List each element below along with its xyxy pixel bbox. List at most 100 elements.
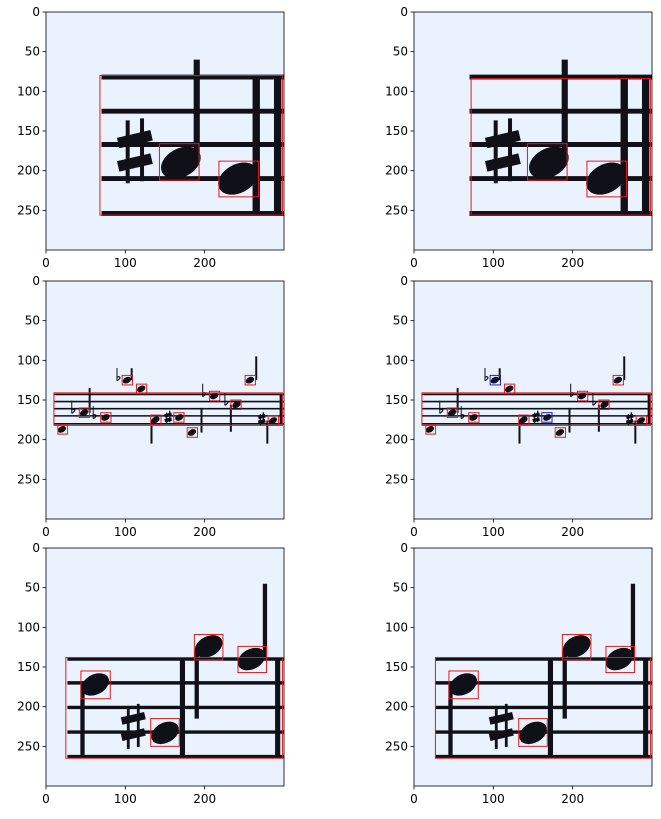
notehead — [137, 385, 146, 393]
detection-box — [208, 390, 221, 402]
y-tick-label: 200 — [17, 700, 40, 714]
flat-sign — [592, 392, 597, 406]
flat-sign — [92, 406, 97, 420]
sharp-sign — [116, 118, 153, 184]
notehead — [161, 146, 201, 179]
y-tick-label: 150 — [385, 393, 408, 407]
image-content — [434, 583, 652, 759]
detection-box — [425, 424, 436, 435]
detection-box — [503, 383, 516, 395]
y-tick-label: 100 — [385, 620, 408, 634]
detection-box — [80, 670, 111, 700]
detection-box — [244, 374, 256, 386]
y-tick-label: 0 — [32, 274, 40, 288]
y-tick-label: 50 — [393, 581, 408, 595]
x-tick-label: 200 — [561, 256, 584, 270]
detection-box — [193, 633, 224, 661]
detection-box — [446, 407, 459, 418]
image-content — [99, 59, 284, 216]
y-tick-label: 150 — [385, 660, 408, 674]
detection-box — [526, 143, 568, 181]
notehead — [555, 429, 565, 436]
y-tick-label: 50 — [25, 45, 40, 59]
flat-sign — [439, 400, 444, 414]
image-background — [414, 281, 652, 519]
y-tick-label: 0 — [400, 5, 408, 19]
notehead — [210, 392, 219, 400]
sharp-sign — [484, 118, 521, 184]
y-tick-label: 250 — [385, 203, 408, 217]
notehead — [122, 376, 132, 384]
x-tick-label: 200 — [193, 792, 216, 806]
notehead — [79, 409, 89, 417]
x-tick-label: 0 — [410, 525, 418, 539]
detection-box — [218, 160, 260, 198]
notehead — [232, 401, 241, 409]
image-content — [65, 583, 284, 759]
detection-box — [173, 412, 185, 423]
image-content — [469, 59, 652, 216]
panel-row2-left: 0 50 100 150 200 250 0 100 200 — [17, 274, 285, 539]
x-tick-label: 100 — [114, 256, 137, 270]
detection-box — [468, 412, 480, 423]
detection-box — [554, 427, 567, 438]
notehead — [237, 647, 266, 671]
detection-box — [586, 160, 628, 198]
sharp-sign — [532, 410, 541, 425]
notehead — [175, 414, 184, 421]
notehead — [529, 146, 569, 179]
notehead — [636, 417, 646, 424]
notehead — [519, 416, 528, 424]
detection-box — [100, 412, 112, 423]
y-tick-label: 100 — [17, 353, 40, 367]
y-tick-label: 100 — [385, 84, 408, 98]
y-tick-label: 250 — [17, 472, 40, 486]
notehead — [81, 673, 110, 696]
flat-sign — [484, 367, 489, 382]
detection-box — [53, 392, 283, 426]
notehead — [245, 376, 255, 384]
y-tick-label: 0 — [400, 274, 408, 288]
y-tick-label: 250 — [385, 472, 408, 486]
detection-box — [99, 74, 283, 216]
detection-box — [612, 374, 624, 386]
panel-row3-right: 0 50 100 150 200 250 0 100 200 — [385, 541, 653, 806]
x-tick-label: 200 — [193, 256, 216, 270]
notehead — [578, 392, 587, 400]
panel-row1-right: 0 50 100 150 200 250 0 100 200 — [385, 5, 653, 270]
notehead — [194, 635, 223, 658]
detection-box — [78, 407, 91, 418]
x-tick-label: 100 — [482, 525, 505, 539]
x-tick-label: 100 — [482, 792, 505, 806]
notehead — [469, 414, 478, 421]
y-tick-label: 150 — [17, 393, 40, 407]
detection-box — [158, 143, 200, 181]
y-tick-label: 250 — [17, 203, 40, 217]
flat-sign — [71, 400, 76, 414]
notehead — [57, 425, 67, 433]
y-tick-label: 250 — [385, 739, 408, 753]
y-tick-label: 100 — [385, 353, 408, 367]
y-tick-label: 200 — [17, 433, 40, 447]
y-tick-label: 100 — [17, 84, 40, 98]
y-tick-label: 150 — [17, 124, 40, 138]
notehead — [268, 417, 278, 424]
notehead — [447, 409, 457, 417]
sharp-sign — [164, 410, 173, 425]
notehead — [425, 425, 435, 433]
detection-box — [598, 399, 610, 411]
notehead — [187, 429, 197, 436]
y-tick-label: 50 — [25, 314, 40, 328]
x-tick-label: 0 — [42, 525, 50, 539]
y-tick-label: 0 — [400, 541, 408, 555]
image-content — [53, 356, 284, 444]
notehead — [101, 414, 110, 421]
detection-box — [470, 78, 651, 216]
y-tick-label: 200 — [385, 700, 408, 714]
panel-row2-right: 0 50 100 150 200 250 0 100 200 — [385, 274, 653, 539]
notehead — [613, 376, 623, 384]
x-tick-label: 200 — [561, 792, 584, 806]
sharp-sign — [120, 703, 146, 750]
x-tick-label: 200 — [561, 525, 584, 539]
image-background — [46, 281, 284, 519]
